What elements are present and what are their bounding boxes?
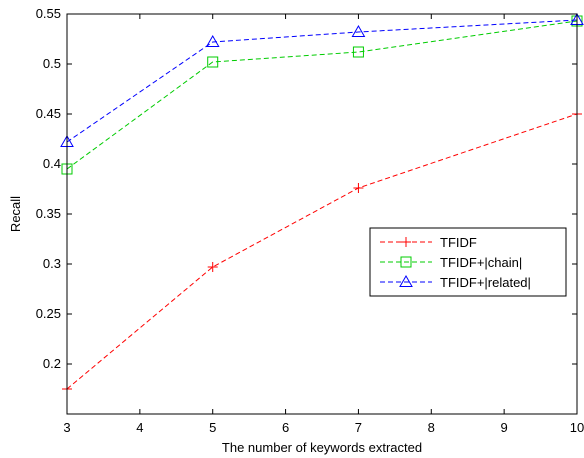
data-point-plus	[353, 183, 364, 193]
y-tick-label: 0.55	[36, 6, 61, 21]
data-point-square	[352, 46, 364, 58]
legend-marker-square	[400, 256, 412, 268]
data-point-triangle	[351, 24, 366, 37]
series-line	[66, 20, 578, 170]
plot-area	[67, 14, 577, 414]
legend-label: TFIDF+|chain|	[440, 255, 522, 270]
axis-ticks: 3 4 5 6 7 8 9 10 0.2 0.25 0.3 0.35 0.4 0.45 0.5 0.55	[36, 6, 584, 435]
series-line	[66, 19, 578, 143]
x-tick-label: 7	[355, 420, 362, 435]
x-axis-title: The number of keywords extracted	[222, 440, 422, 455]
y-tick-label: 0.25	[36, 306, 61, 321]
series-line	[66, 113, 578, 390]
x-tick-label: 4	[136, 420, 143, 435]
legend-entry: TFIDF+|chain|	[380, 255, 522, 270]
legend-entry: TFIDF	[380, 235, 477, 250]
plot-frame	[66, 13, 578, 415]
y-axis-title: Recall	[8, 196, 23, 232]
y-tick-label: 0.35	[36, 206, 61, 221]
x-tick-label: 9	[501, 420, 508, 435]
y-tick-label: 0.3	[43, 256, 61, 271]
x-tick-label: 8	[428, 420, 435, 435]
y-tick-label: 0.45	[36, 106, 61, 121]
legend-entry: TFIDF+|related|	[380, 274, 531, 290]
x-tick-label: 5	[209, 420, 216, 435]
x-tick-label: 10	[570, 420, 584, 435]
legend-marker-plus	[401, 237, 411, 247]
legend: TFIDF TFIDF+|chain| TFIDF+|related|	[369, 227, 567, 297]
legend-box	[369, 227, 567, 297]
y-tick-label: 0.2	[43, 356, 61, 371]
x-tick-label: 6	[282, 420, 289, 435]
data-point-plus	[207, 262, 218, 272]
x-tick-label: 3	[63, 420, 70, 435]
data-point-triangle	[205, 34, 220, 47]
y-tick-label: 0.5	[43, 56, 61, 71]
data-point-square	[207, 56, 219, 68]
y-tick-label: 0.4	[43, 156, 61, 171]
legend-label: TFIDF+|related|	[440, 275, 531, 290]
legend-marker-triangle	[399, 274, 413, 287]
legend-label: TFIDF	[440, 235, 477, 250]
